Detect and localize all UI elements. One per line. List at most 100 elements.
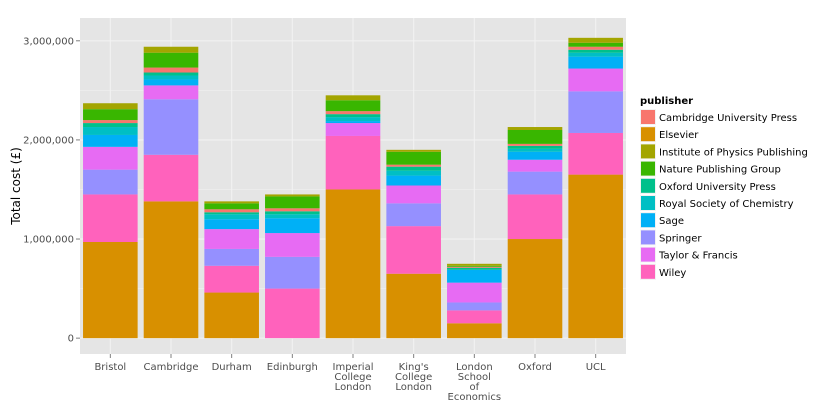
bar-segment <box>325 117 381 122</box>
bar-segment <box>568 49 623 53</box>
bar-segment <box>386 226 441 274</box>
bar-segment <box>325 123 381 136</box>
legend-label: Taylor & Francis <box>658 251 738 262</box>
bar-segment <box>325 114 381 118</box>
bar-segment <box>83 134 138 147</box>
bar-segment <box>447 302 502 311</box>
bar-segment <box>265 218 320 234</box>
bar-segment <box>204 229 259 249</box>
bar-segment <box>507 159 563 172</box>
y-axis-ticks: 0 1,000,000 2,000,000 3,000,000 <box>23 36 80 345</box>
bar-segment <box>568 174 623 339</box>
legend-label: Institute of Physics Publishing <box>659 147 808 158</box>
bar-segment <box>143 75 199 80</box>
legend-swatch <box>641 196 655 210</box>
legend-swatch <box>641 144 655 159</box>
legend-swatch <box>641 161 655 176</box>
bar-segment <box>507 151 563 160</box>
legend-label: Wiley <box>659 268 686 279</box>
bar-segment <box>83 103 138 110</box>
bar-segment <box>447 323 502 339</box>
bar-segment <box>568 42 623 47</box>
bar-segment <box>507 239 563 339</box>
x-tick-label: Cambridge <box>144 362 199 373</box>
bar-segment <box>204 292 259 339</box>
bar-segment <box>568 56 623 69</box>
legend-swatch <box>641 127 655 142</box>
y-tick-label: 2,000,000 <box>23 135 74 146</box>
bar-segment <box>204 209 259 213</box>
bar-segment <box>447 310 502 324</box>
bar-segment <box>265 211 320 215</box>
bar-segment <box>143 52 199 68</box>
x-axis-ticks: Bristol Cambridge Durham Edinburgh Imperial C… <box>94 354 606 403</box>
bar-segment <box>265 233 320 257</box>
bar-segment <box>568 91 623 133</box>
bar-segment <box>568 46 623 50</box>
bar-segment <box>386 166 441 171</box>
legend-label: Elsevier <box>659 130 699 141</box>
legend-label: Sage <box>659 216 684 227</box>
legend-swatch <box>641 110 655 124</box>
bar-segment <box>447 265 502 267</box>
bar-segment <box>325 111 381 115</box>
bar-segment <box>386 273 441 339</box>
legend-label: Oxford University Press <box>659 182 776 193</box>
bar-segment <box>447 267 502 270</box>
bar-segment <box>507 171 563 195</box>
x-tick-label: Durham <box>212 362 252 373</box>
bar-segment <box>507 143 563 146</box>
bar-segment <box>143 46 199 53</box>
bar-segment <box>447 263 502 266</box>
bar-segment <box>568 68 623 92</box>
bar-segment <box>265 194 320 197</box>
bar-segment <box>83 242 138 339</box>
bar-segment <box>386 164 441 167</box>
legend-swatch <box>641 213 655 228</box>
bar-segment <box>507 130 563 144</box>
bar-segment <box>265 256 320 289</box>
bar-segment <box>83 120 138 124</box>
x-tick-label: Bristol <box>94 362 126 373</box>
bar-segment <box>325 189 381 339</box>
x-tick-label: Imperial College London <box>333 362 374 393</box>
bar-segment <box>83 169 138 195</box>
bar-segment <box>204 214 259 220</box>
bar-segment <box>83 127 138 135</box>
bar-segment <box>447 282 502 303</box>
legend-swatch <box>641 264 655 279</box>
y-tick-label: 1,000,000 <box>23 235 74 246</box>
bar-segment <box>386 185 441 204</box>
bar-segment <box>265 208 320 212</box>
legend-title: publisher <box>640 96 693 107</box>
bar-segment <box>143 79 199 86</box>
bar-segment <box>83 146 138 170</box>
bar-segment <box>568 132 623 175</box>
bar-segment <box>204 219 259 230</box>
y-axis-title: Total cost (£) <box>9 147 23 226</box>
bar-segment <box>204 201 259 204</box>
bar-segment <box>325 135 381 190</box>
x-tick-label: King's College London <box>395 362 432 393</box>
bar-segment <box>325 95 381 101</box>
bar-segment <box>143 99 199 155</box>
bar-segment <box>204 203 259 210</box>
bar-segment <box>507 127 563 130</box>
x-tick-label: Edinburgh <box>267 362 318 373</box>
x-tick-label: Oxford <box>518 362 552 373</box>
bar-segment <box>386 203 441 227</box>
bar-segment <box>204 248 259 266</box>
bar-segment <box>83 109 138 121</box>
bar-segment <box>204 265 259 293</box>
bar-segment <box>143 201 199 339</box>
bar-segment <box>386 151 441 165</box>
legend-swatch <box>641 247 655 262</box>
bar-segment <box>143 67 199 73</box>
bar-segment <box>386 175 441 186</box>
bar-segment <box>143 85 199 100</box>
bar-segment <box>447 269 502 283</box>
bar-segment <box>507 148 563 152</box>
bar-segment <box>83 123 138 128</box>
bars <box>83 37 623 339</box>
